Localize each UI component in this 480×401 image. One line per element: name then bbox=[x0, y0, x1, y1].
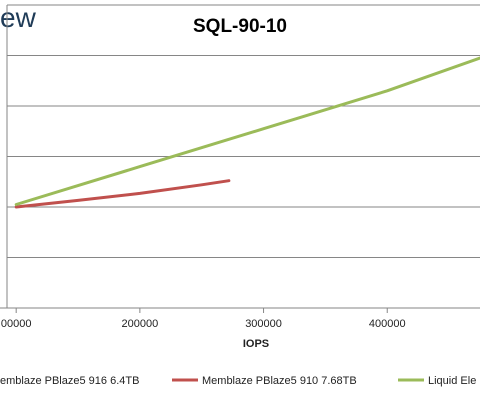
legend-label-0: emblaze PBlaze5 916 6.4TB bbox=[0, 375, 139, 387]
legend-label-1: Memblaze PBlaze5 910 7.68TB bbox=[202, 375, 357, 387]
chart-title: SQL-90-10 bbox=[193, 16, 287, 37]
logo-fragment: ew bbox=[0, 2, 36, 33]
gridlines bbox=[7, 4, 480, 258]
series-lines bbox=[14, 56, 480, 209]
x-tick-label-1: 200000 bbox=[122, 318, 159, 330]
legend-label-2: Liquid Ele bbox=[428, 375, 476, 387]
x-ticks: 00000 200000 300000 400000 bbox=[1, 308, 406, 330]
series-line-2 bbox=[14, 56, 480, 206]
x-axis-label: IOPS bbox=[243, 338, 269, 350]
series-line-1 bbox=[14, 179, 231, 209]
x-tick-label-3: 400000 bbox=[369, 318, 406, 330]
x-tick-label-2: 300000 bbox=[245, 318, 282, 330]
x-tick-label-0: 00000 bbox=[1, 318, 32, 330]
legend: emblaze PBlaze5 916 6.4TB Memblaze PBlaze… bbox=[0, 375, 476, 387]
